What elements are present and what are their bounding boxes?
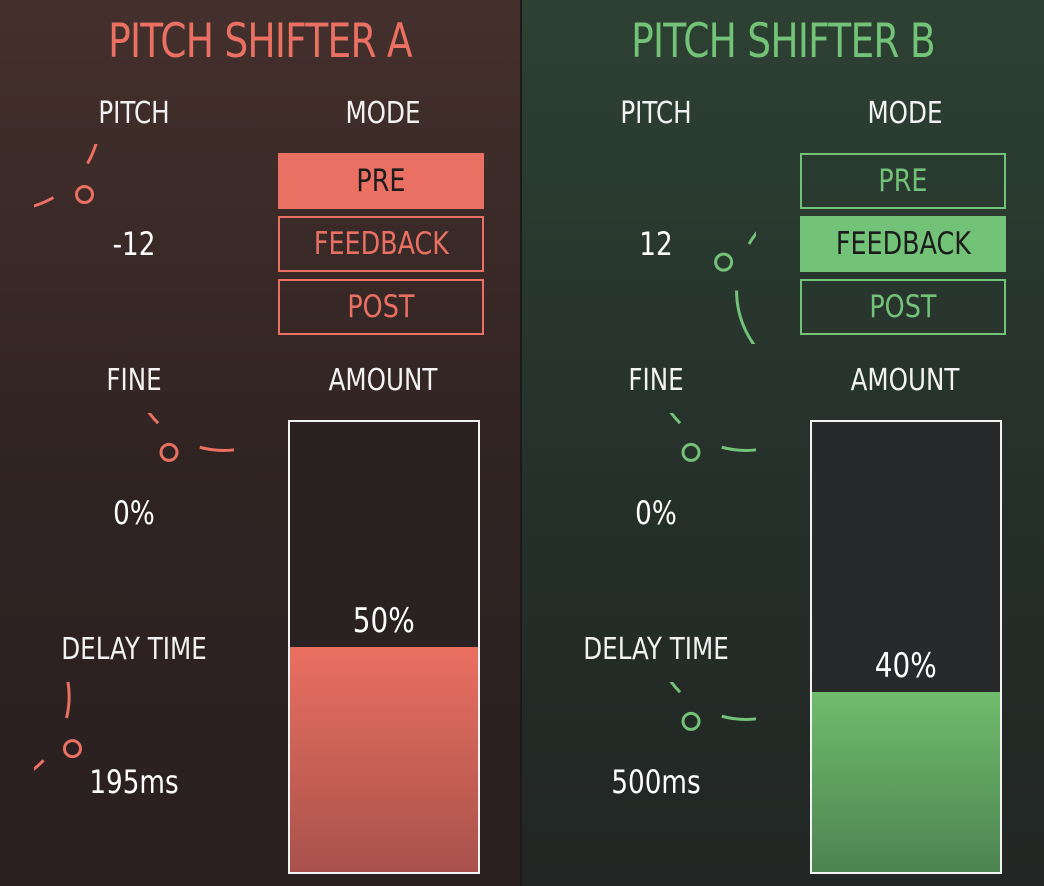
knob-ring	[669, 413, 756, 462]
amount-slider[interactable]: 50%	[288, 420, 480, 874]
panel-title: PITCH SHIFTER B	[631, 14, 936, 69]
knob-ring	[714, 231, 756, 344]
fine-knob[interactable]: 0%	[34, 413, 234, 613]
mode-post-button[interactable]: POST	[278, 279, 484, 335]
fine-knob[interactable]: 0%	[556, 413, 756, 613]
pitch-value: -12	[112, 225, 156, 263]
delay-time-label: DELAY TIME	[583, 632, 729, 667]
amount-slider[interactable]: 40%	[810, 420, 1002, 874]
amount-value: 40%	[875, 646, 937, 686]
mode-post-button[interactable]: POST	[800, 279, 1006, 335]
knob-indicator-dot	[714, 252, 734, 272]
pitch-knob[interactable]: -12	[34, 144, 234, 344]
amount-label: AMOUNT	[328, 363, 438, 398]
pitch-label: PITCH	[620, 96, 692, 131]
knob-indicator-dot	[75, 185, 94, 204]
pitch-knob[interactable]: 12	[556, 144, 756, 344]
knob-ring	[147, 413, 234, 462]
mode-label: MODE	[867, 96, 943, 131]
mode-pre-button[interactable]: PRE	[800, 153, 1006, 209]
knob-indicator-dot	[62, 739, 82, 759]
fine-label: FINE	[106, 363, 162, 398]
fine-value: 0%	[113, 494, 155, 532]
delay-time-value: 500ms	[611, 763, 701, 801]
knob-indicator-dot	[681, 442, 701, 462]
pitch-label: PITCH	[98, 96, 170, 131]
knob-indicator-dot	[681, 711, 701, 731]
knob-ring	[34, 144, 98, 208]
pitch-shifter-b-panel: PITCH SHIFTER B PITCH 12 MODE PRE FEEDBA…	[522, 0, 1044, 886]
amount-fill	[290, 647, 478, 872]
fine-value: 0%	[635, 494, 677, 532]
knob-ring	[669, 682, 756, 731]
mode-feedback-button[interactable]: FEEDBACK	[278, 216, 484, 272]
amount-value: 50%	[353, 601, 415, 641]
knob-ring-arc	[735, 231, 756, 344]
mode-label: MODE	[345, 96, 421, 131]
panel-divider	[520, 0, 522, 886]
amount-fill	[812, 692, 1000, 872]
amount-label: AMOUNT	[850, 363, 960, 398]
knob-indicator-dot	[159, 442, 179, 462]
mode-pre-button[interactable]: PRE	[278, 153, 484, 209]
pitch-shifter-a-panel: PITCH SHIFTER A PITCH -12 MODE PRE FEEDB…	[0, 0, 520, 886]
fine-label: FINE	[628, 363, 684, 398]
knob-ring	[34, 682, 82, 771]
panel-title: PITCH SHIFTER A	[108, 14, 413, 69]
delay-time-knob[interactable]: 195ms	[34, 682, 234, 882]
delay-time-knob[interactable]: 500ms	[556, 682, 756, 882]
pitch-value: 12	[639, 225, 673, 263]
delay-time-value: 195ms	[89, 763, 179, 801]
mode-feedback-button[interactable]: FEEDBACK	[800, 216, 1006, 272]
delay-time-label: DELAY TIME	[61, 632, 207, 667]
